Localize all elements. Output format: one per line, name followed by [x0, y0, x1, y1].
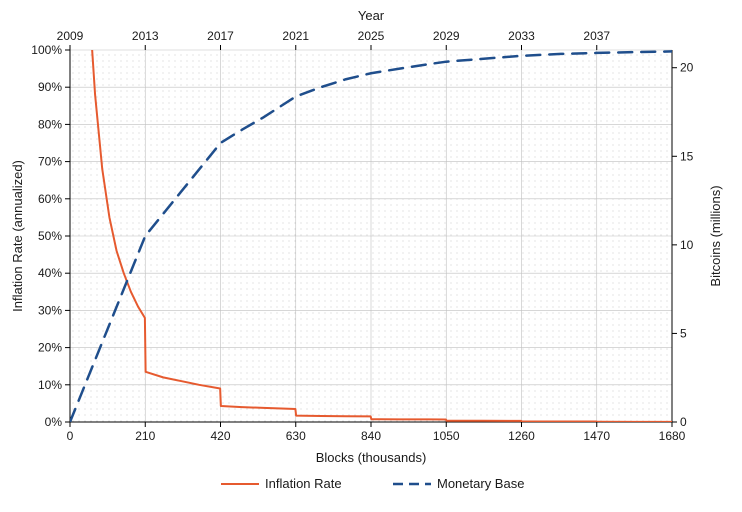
chart-container: 02104206308401050126014701680Blocks (tho… — [0, 0, 742, 512]
legend-label: Inflation Rate — [265, 476, 342, 491]
ytick-left-label: 60% — [38, 192, 62, 206]
ytick-left-label: 40% — [38, 266, 62, 280]
ytick-left-label: 100% — [31, 43, 62, 57]
ytick-left-label: 70% — [38, 155, 62, 169]
xtick-label: 630 — [286, 429, 306, 443]
x-bottom-label: Blocks (thousands) — [316, 450, 427, 465]
y-right-label: Bitcoins (millions) — [708, 185, 723, 286]
x-top-label: Year — [358, 8, 385, 23]
xtick-top-label: 2021 — [282, 29, 309, 43]
ytick-right-label: 0 — [680, 415, 687, 429]
ytick-left-label: 20% — [38, 341, 62, 355]
ytick-right-label: 5 — [680, 326, 687, 340]
xtick-label: 210 — [135, 429, 155, 443]
y-left-label: Inflation Rate (annualized) — [10, 160, 25, 312]
xtick-label: 0 — [67, 429, 74, 443]
xtick-top-label: 2009 — [57, 29, 84, 43]
legend-label: Monetary Base — [437, 476, 524, 491]
xtick-top-label: 2033 — [508, 29, 535, 43]
ytick-right-label: 15 — [680, 149, 694, 163]
ytick-right-label: 20 — [680, 61, 694, 75]
ytick-left-label: 80% — [38, 117, 62, 131]
ytick-left-label: 0% — [45, 415, 63, 429]
bitcoin-inflation-chart: 02104206308401050126014701680Blocks (tho… — [0, 0, 742, 512]
xtick-label: 840 — [361, 429, 381, 443]
xtick-label: 1260 — [508, 429, 535, 443]
ytick-left-label: 10% — [38, 378, 62, 392]
xtick-label: 1680 — [659, 429, 686, 443]
xtick-top-label: 2025 — [358, 29, 385, 43]
xtick-label: 420 — [210, 429, 230, 443]
xtick-top-label: 2013 — [132, 29, 159, 43]
ytick-left-label: 30% — [38, 303, 62, 317]
xtick-label: 1470 — [583, 429, 610, 443]
xtick-top-label: 2037 — [583, 29, 610, 43]
ytick-right-label: 10 — [680, 238, 694, 252]
ytick-left-label: 90% — [38, 80, 62, 94]
xtick-top-label: 2029 — [433, 29, 460, 43]
ytick-left-label: 50% — [38, 229, 62, 243]
xtick-top-label: 2017 — [207, 29, 234, 43]
xtick-label: 1050 — [433, 429, 460, 443]
